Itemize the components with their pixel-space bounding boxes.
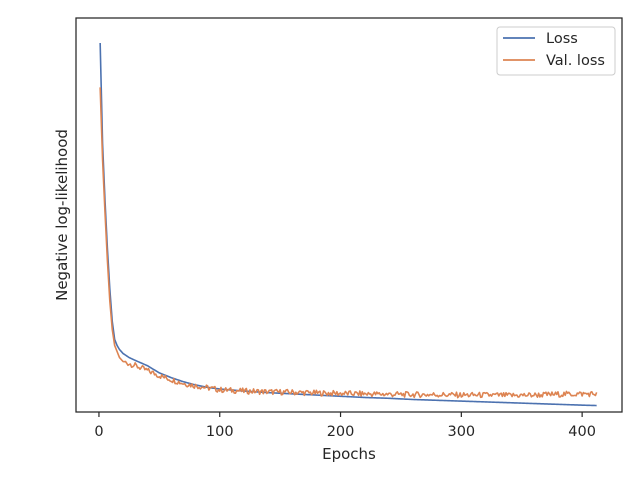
x-tick-label: 100	[206, 424, 234, 440]
legend-box	[496, 26, 616, 76]
y-axis-label: Negative log-likelihood	[53, 129, 71, 301]
x-tick-label: 200	[327, 424, 355, 440]
plot-frame	[75, 17, 623, 413]
x-tick-label: 400	[568, 424, 596, 440]
legend-label-loss: Loss	[546, 31, 578, 47]
x-tick-label: 300	[447, 424, 475, 440]
plot-lines	[99, 42, 598, 407]
x-axis-label: Epochs	[322, 445, 376, 463]
x-tick-label: 0	[94, 424, 103, 440]
x-axis-ticks: 0 100 200 300 400	[94, 412, 596, 440]
series-line-val-loss	[99, 87, 598, 399]
legend-label-val-loss: Val. loss	[546, 53, 605, 69]
legend: Loss Val. loss	[496, 26, 616, 76]
series-line-loss	[99, 42, 597, 407]
